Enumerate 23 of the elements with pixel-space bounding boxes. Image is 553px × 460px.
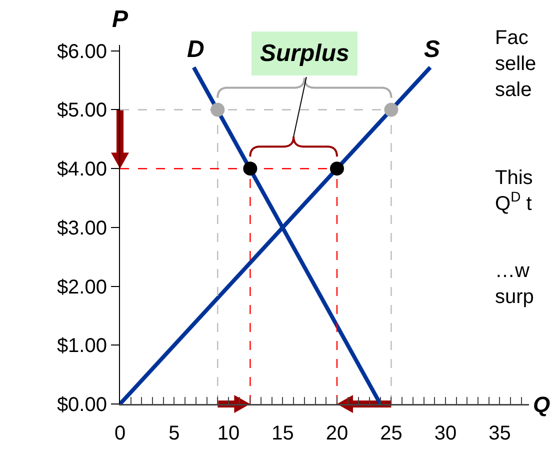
y-axis-title: P	[112, 6, 129, 33]
x-tick-label: 15	[272, 422, 294, 444]
series-label: D	[187, 36, 204, 63]
y-tick-label: $3.00	[56, 217, 107, 240]
x-tick-label: 0	[114, 422, 126, 444]
x-tick-label: 30	[434, 422, 457, 444]
annotation: Fac selle sale	[495, 27, 536, 101]
annotation: …w surp	[495, 260, 534, 308]
y-tick-label: $4.00	[56, 158, 107, 181]
annotation: Surplus	[260, 40, 350, 67]
y-tick-label: $6.00	[56, 40, 107, 63]
y-tick-label: $5.00	[56, 100, 107, 122]
y-tick-label: $2.00	[56, 276, 107, 298]
x-tick-label: 5	[168, 422, 180, 444]
x-tick-label: 10	[217, 422, 240, 444]
y-tick-label: $0.00	[56, 394, 107, 416]
x-tick-label: 35	[488, 422, 511, 444]
x-axis-title: Q	[533, 392, 550, 417]
x-tick-label: 25	[380, 422, 402, 444]
series-label: S	[424, 36, 440, 63]
annotation: This Q$^{D}$ t	[495, 167, 533, 215]
y-tick-label: $1.00	[56, 335, 107, 358]
x-tick-label: 20	[326, 422, 348, 444]
